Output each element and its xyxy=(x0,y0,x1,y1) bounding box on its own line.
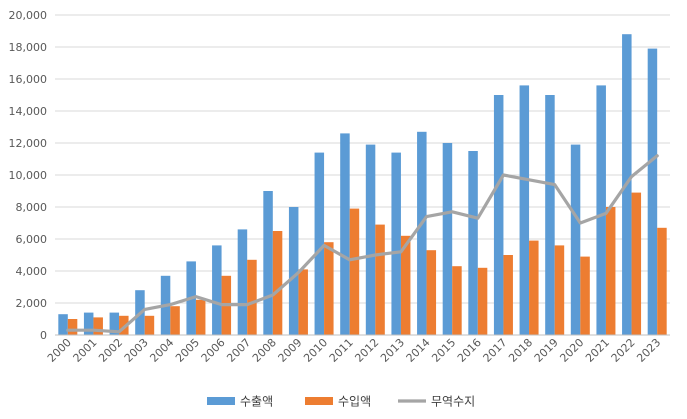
export-bar xyxy=(340,133,350,335)
x-tick-label: 2005 xyxy=(173,336,202,365)
export-bar xyxy=(647,48,658,335)
legend-swatch xyxy=(207,397,235,405)
export-bar xyxy=(570,144,581,335)
export-bar xyxy=(263,191,273,335)
export-bar xyxy=(83,312,94,335)
legend-label: 수입액 xyxy=(338,395,371,409)
import-bar xyxy=(452,266,462,335)
x-tick-label: 2008 xyxy=(250,336,279,365)
y-tick-label: 14,000 xyxy=(9,105,48,118)
y-tick-label: 4,000 xyxy=(16,265,48,278)
export-bar xyxy=(391,152,401,335)
x-tick-label: 2015 xyxy=(429,336,458,365)
export-bar xyxy=(417,131,427,335)
import-bar xyxy=(247,259,257,335)
import-bar xyxy=(324,242,334,335)
import-bar xyxy=(554,245,565,335)
legend-import: 수입액 xyxy=(305,395,371,409)
x-tick-label: 2013 xyxy=(378,336,407,365)
x-tick-label: 2018 xyxy=(506,336,535,365)
y-tick-label: 20,000 xyxy=(9,9,48,22)
export-bar xyxy=(545,95,555,335)
y-axis: 0 2,000 4,000 6,000 8,000 10,000 12,000 14,000 1… xyxy=(9,9,48,342)
import-bar xyxy=(375,224,385,335)
x-tick-label: 2017 xyxy=(481,336,510,365)
export-bar xyxy=(596,85,606,336)
export-bar xyxy=(109,312,120,335)
import-bar xyxy=(195,299,206,335)
x-tick-label: 2004 xyxy=(147,336,176,365)
export-bar xyxy=(519,85,530,336)
import-bar xyxy=(119,315,129,335)
x-axis: 2000200120022003200420052006200720082009… xyxy=(45,334,670,365)
legend-label: 무역수지 xyxy=(431,395,475,409)
x-tick-label: 2023 xyxy=(634,336,663,365)
x-tick-label: 2012 xyxy=(352,336,381,365)
y-tick-label: 2,000 xyxy=(16,297,48,310)
x-tick-label: 2006 xyxy=(199,336,228,365)
import-bar xyxy=(426,250,437,335)
import-bar xyxy=(400,235,411,335)
y-tick-label: 16,000 xyxy=(9,73,48,86)
x-tick-label: 2009 xyxy=(276,336,305,365)
export-bar xyxy=(237,229,248,335)
gridlines xyxy=(55,14,670,336)
y-tick-label: 18,000 xyxy=(9,41,48,54)
x-tick-label: 2010 xyxy=(301,336,330,365)
import-bar xyxy=(477,267,488,335)
import-bar xyxy=(298,269,308,335)
export-bar xyxy=(365,144,376,335)
y-tick-label: 8,000 xyxy=(16,201,48,214)
legend-swatch xyxy=(305,397,333,405)
x-tick-label: 2007 xyxy=(224,336,253,365)
import-bar xyxy=(503,255,513,335)
y-tick-label: 10,000 xyxy=(9,169,48,182)
x-tick-label: 2021 xyxy=(583,336,612,365)
trade-balance-line xyxy=(66,154,659,334)
import-bar xyxy=(93,317,103,335)
y-tick-label: 0 xyxy=(40,329,47,342)
trade-balance-line-group xyxy=(66,154,659,334)
import-bar xyxy=(605,207,616,335)
legend: 수출액 수입액 무역수지 xyxy=(207,395,475,409)
legend-trade-balance: 무역수지 xyxy=(398,395,475,409)
export-bar xyxy=(314,152,325,335)
x-tick-label: 2000 xyxy=(45,336,74,365)
import-bar xyxy=(170,306,180,335)
export-bar xyxy=(493,95,504,335)
x-tick-label: 2002 xyxy=(96,336,125,365)
export-bar xyxy=(468,151,478,335)
legend-export: 수출액 xyxy=(207,395,273,409)
import-bar xyxy=(67,319,78,335)
import-bar xyxy=(657,227,667,335)
x-tick-label: 2019 xyxy=(532,336,561,365)
x-tick-label: 2014 xyxy=(404,336,433,365)
x-tick-label: 2020 xyxy=(557,336,586,365)
import-bar xyxy=(631,192,642,335)
export-bar xyxy=(288,207,299,335)
x-tick-label: 2022 xyxy=(609,336,638,365)
y-tick-label: 12,000 xyxy=(9,137,48,150)
export-bar xyxy=(442,143,453,335)
legend-label: 수출액 xyxy=(240,395,273,409)
x-tick-label: 2001 xyxy=(71,336,100,365)
y-tick-label: 6,000 xyxy=(16,233,48,246)
x-tick-label: 2016 xyxy=(455,336,484,365)
import-bar xyxy=(529,240,539,335)
import-bar xyxy=(144,315,155,335)
export-bar xyxy=(58,314,68,335)
import-bar xyxy=(580,256,590,335)
x-tick-label: 2003 xyxy=(122,336,151,365)
import-bar xyxy=(349,208,360,335)
export-bar xyxy=(212,245,222,335)
x-tick-label: 2011 xyxy=(327,336,356,365)
import-bar xyxy=(272,231,283,335)
